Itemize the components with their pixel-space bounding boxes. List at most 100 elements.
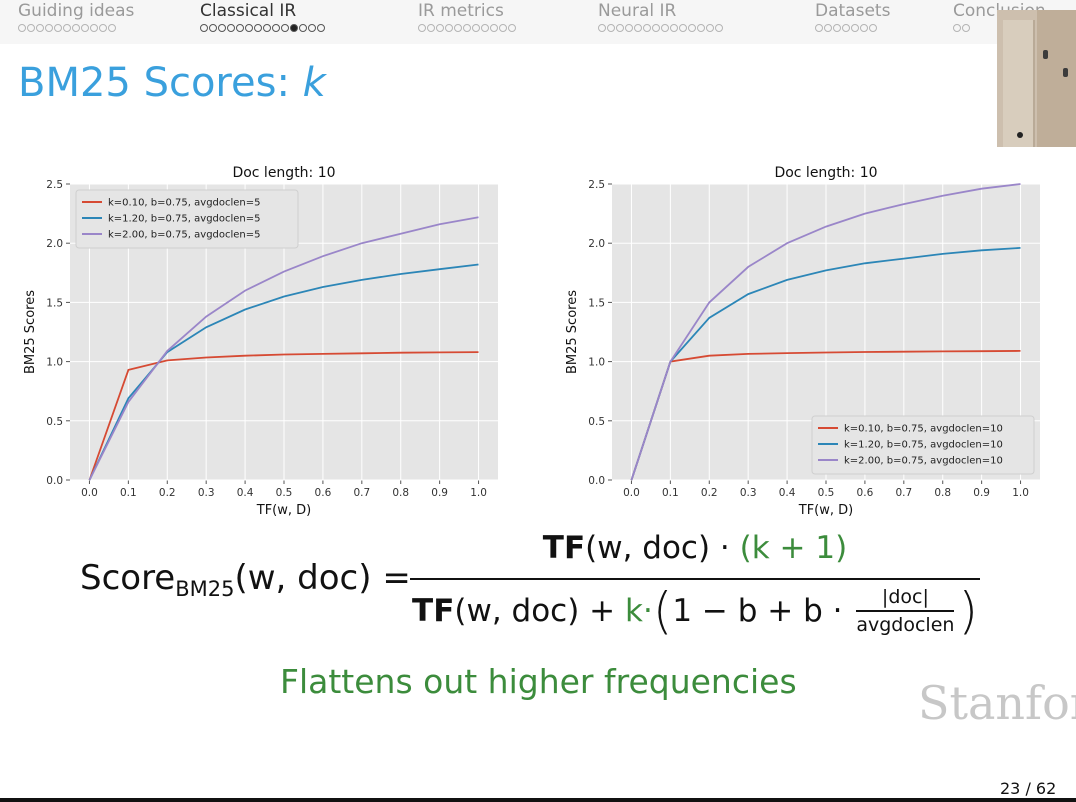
nav-dot[interactable] — [463, 24, 471, 32]
nav-dot[interactable] — [108, 24, 116, 32]
nav-dots — [953, 24, 1046, 32]
x-tick-label: 0.4 — [779, 487, 796, 499]
nav-dot[interactable] — [308, 24, 316, 32]
nav-dot[interactable] — [869, 24, 877, 32]
bm25-formula: ScoreBM25(w, doc) = TF(w, doc) · (k + 1)… — [80, 530, 1000, 650]
nav-section-ir-metrics[interactable]: IR metrics — [418, 2, 516, 32]
x-tick-label: 0.6 — [857, 487, 874, 499]
nav-section-neural-ir[interactable]: Neural IR — [598, 2, 723, 32]
nav-dot[interactable] — [317, 24, 325, 32]
nav-dot[interactable] — [45, 24, 53, 32]
formula-den-args: (w, doc) + — [454, 593, 625, 629]
legend-entry: k=2.00, b=0.75, avgdoclen=5 — [108, 230, 261, 241]
formula-frac-bar — [856, 610, 955, 612]
nav-dot[interactable] — [715, 24, 723, 32]
x-tick-label: 0.7 — [353, 487, 370, 499]
nav-dot[interactable] — [499, 24, 507, 32]
nav-dot[interactable] — [652, 24, 660, 32]
nav-dot[interactable] — [706, 24, 714, 32]
nav-dot[interactable] — [99, 24, 107, 32]
nav-dot[interactable] — [661, 24, 669, 32]
nav-dot[interactable] — [598, 24, 606, 32]
nav-section-classical-ir[interactable]: Classical IR — [200, 2, 325, 32]
nav-dot[interactable] — [200, 24, 208, 32]
chart-title: Doc length: 10 — [232, 165, 335, 181]
nav-dot[interactable] — [842, 24, 850, 32]
nav-dot[interactable] — [616, 24, 624, 32]
x-tick-label: 0.3 — [740, 487, 757, 499]
nav-dot[interactable] — [625, 24, 633, 32]
nav-section-label: Neural IR — [598, 1, 677, 21]
nav-dot[interactable] — [90, 24, 98, 32]
nav-dot[interactable] — [851, 24, 859, 32]
y-tick-label: 1.5 — [588, 297, 605, 309]
nav-dot[interactable] — [953, 24, 961, 32]
nav-dot[interactable] — [281, 24, 289, 32]
nav-dot[interactable] — [299, 24, 307, 32]
nav-dot[interactable] — [272, 24, 280, 32]
nav-dot[interactable] — [445, 24, 453, 32]
legend-box — [811, 415, 1035, 475]
nav-dot[interactable] — [634, 24, 642, 32]
nav-dot[interactable] — [454, 24, 462, 32]
slide-title-variable: k — [302, 60, 326, 106]
nav-dot[interactable] — [481, 24, 489, 32]
nav-dot[interactable] — [962, 24, 970, 32]
nav-dot[interactable] — [679, 24, 687, 32]
legend-entry: k=0.10, b=0.75, avgdoclen=5 — [108, 198, 261, 209]
nav-dot[interactable] — [427, 24, 435, 32]
formula-close-paren: ) — [958, 582, 978, 640]
nav-dot[interactable] — [436, 24, 444, 32]
nav-dot[interactable] — [245, 24, 253, 32]
series-line — [630, 350, 1021, 481]
nav-dot[interactable] — [472, 24, 480, 32]
nav-dot[interactable] — [490, 24, 498, 32]
stanford-logo: Stanford — [918, 676, 1076, 730]
nav-dot[interactable] — [607, 24, 615, 32]
x-tick-label: 0.9 — [431, 487, 448, 499]
nav-dot[interactable] — [833, 24, 841, 32]
nav-dot[interactable] — [218, 24, 226, 32]
y-tick-label: 2.5 — [588, 179, 605, 191]
x-tick-label: 0.5 — [276, 487, 293, 499]
nav-dot[interactable] — [63, 24, 71, 32]
nav-dot[interactable] — [697, 24, 705, 32]
nav-dot[interactable] — [643, 24, 651, 32]
nav-dot[interactable] — [860, 24, 868, 32]
nav-dot[interactable] — [36, 24, 44, 32]
nav-dot[interactable] — [227, 24, 235, 32]
formula-den-k: k· — [625, 593, 653, 629]
nav-dot[interactable] — [81, 24, 89, 32]
nav-dots — [418, 24, 516, 32]
formula-num-args: (w, doc) · — [585, 530, 740, 566]
nav-dot[interactable] — [27, 24, 35, 32]
nav-dot[interactable] — [72, 24, 80, 32]
nav-dots — [598, 24, 723, 32]
nav-dot[interactable] — [54, 24, 62, 32]
nav-dot[interactable] — [18, 24, 26, 32]
x-tick-label: 0.3 — [198, 487, 215, 499]
formula-den-mid: 1 − b + b · — [672, 593, 853, 629]
nav-dot[interactable] — [824, 24, 832, 32]
nav-section-guiding-ideas[interactable]: Guiding ideas — [18, 2, 134, 32]
nav-dot[interactable] — [670, 24, 678, 32]
nav-section-label: Guiding ideas — [18, 1, 135, 21]
y-tick-label: 0.0 — [46, 475, 63, 487]
nav-dot[interactable] — [236, 24, 244, 32]
nav-dot[interactable] — [815, 24, 823, 32]
legend-entry: k=1.20, b=0.75, avgdoclen=5 — [108, 214, 261, 225]
legend-entry: k=0.10, b=0.75, avgdoclen=10 — [844, 424, 1003, 435]
y-tick-label: 1.5 — [46, 297, 63, 309]
nav-section-label: Datasets — [815, 1, 891, 21]
nav-dot[interactable] — [688, 24, 696, 32]
webcam-overlay — [997, 10, 1076, 147]
nav-dot[interactable] — [263, 24, 271, 32]
nav-dot-current[interactable] — [290, 24, 298, 32]
nav-dot[interactable] — [209, 24, 217, 32]
nav-section-datasets[interactable]: Datasets — [815, 2, 890, 32]
nav-dot[interactable] — [508, 24, 516, 32]
formula-fraction-bar — [410, 578, 980, 580]
webcam-door — [1003, 20, 1035, 147]
nav-dot[interactable] — [418, 24, 426, 32]
nav-dot[interactable] — [254, 24, 262, 32]
